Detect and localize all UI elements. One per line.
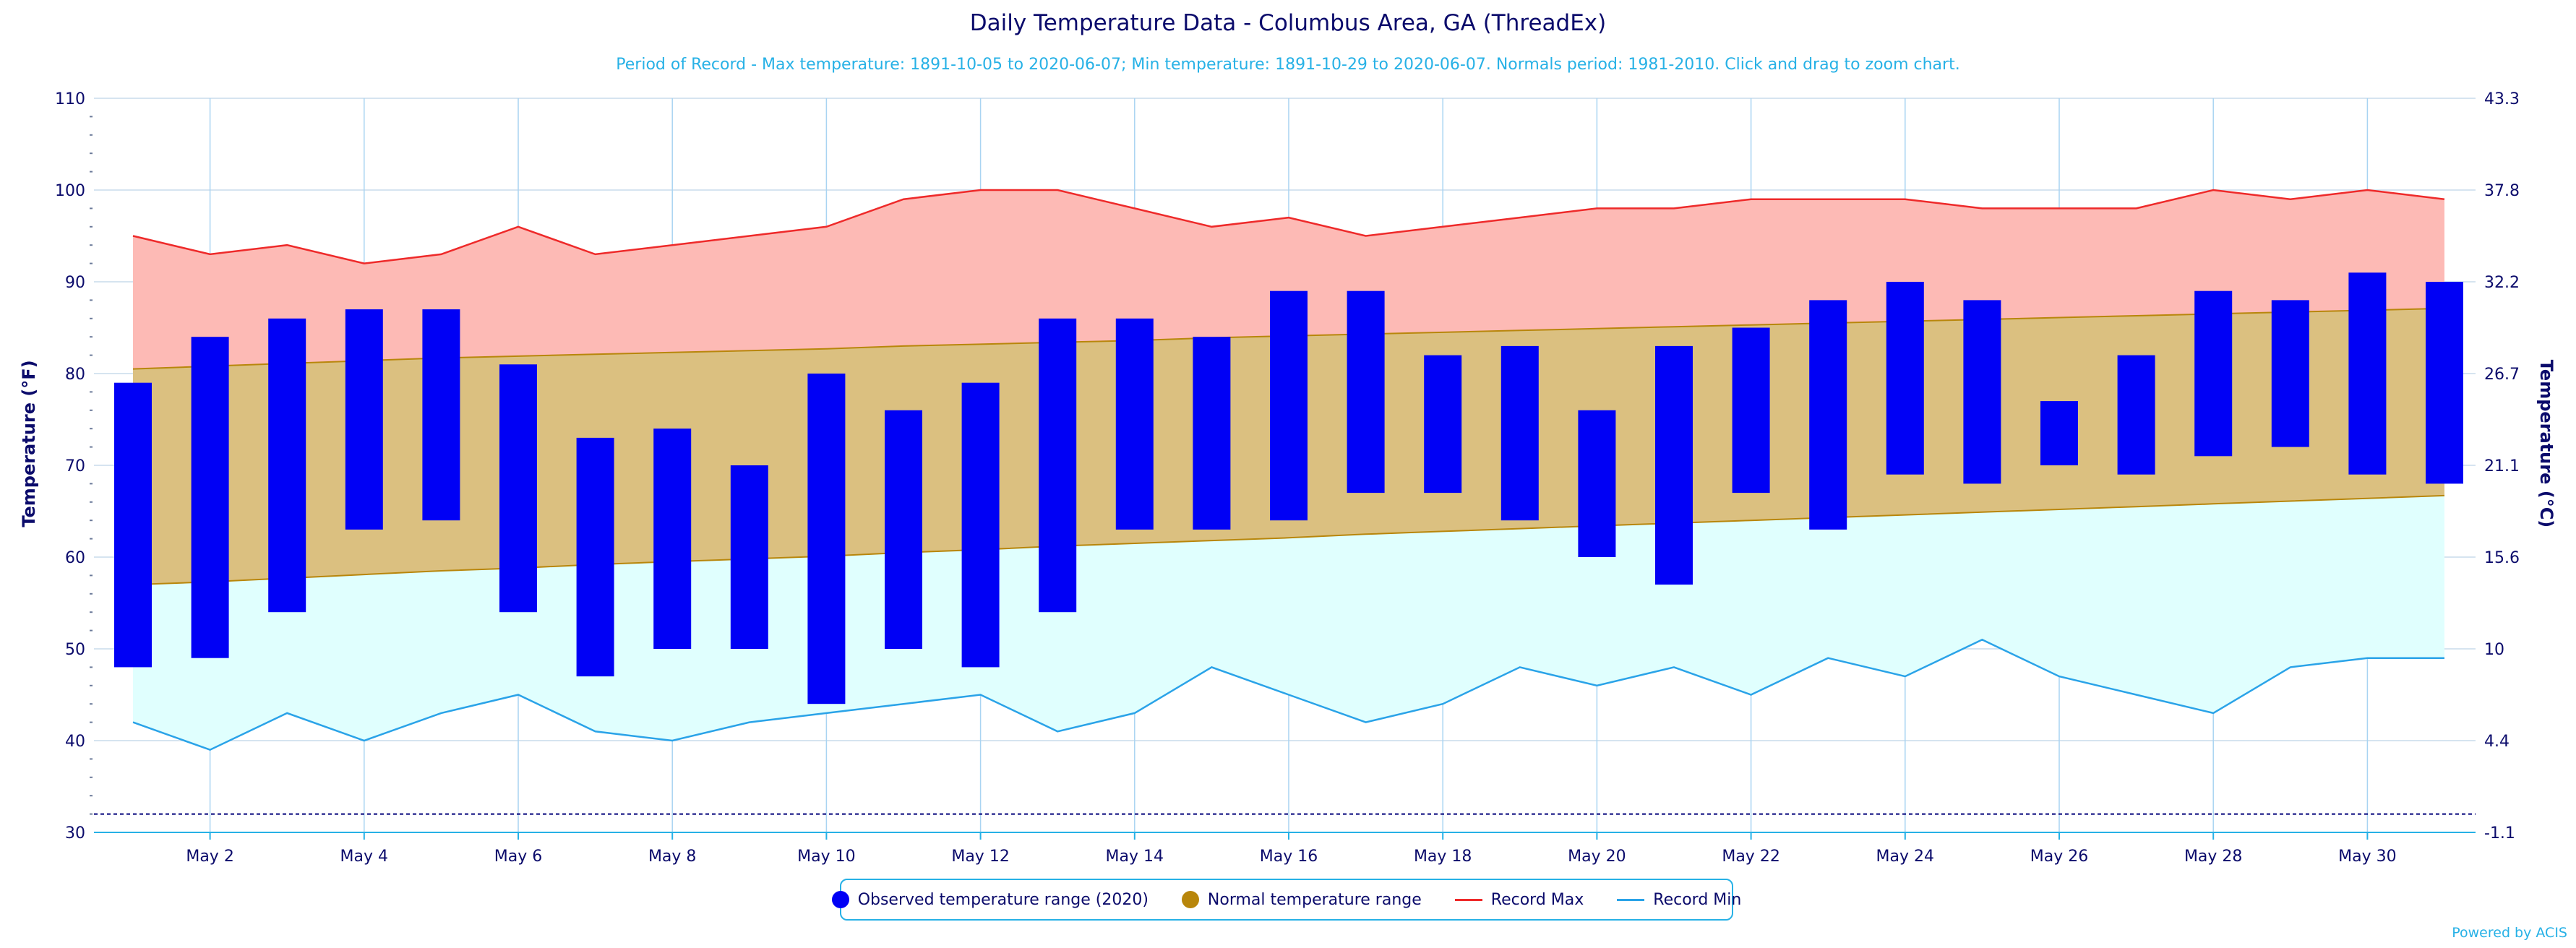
x-tick-label: May 30 [2338, 848, 2396, 866]
record-min-band [133, 495, 2444, 750]
observed-bar [730, 465, 768, 649]
observed-bar [885, 410, 922, 649]
axis-layer: 30 -1.1 40 4.4 50 10 60 15.6 70 21.1 80 26.7 90 32.2 1… [55, 90, 2520, 866]
observed-bar [2426, 282, 2463, 484]
record-max-band [133, 190, 2444, 369]
observed-bar [1270, 290, 1308, 521]
observed-bar [961, 382, 1000, 668]
observed-bar [1347, 290, 1385, 494]
observed-bar [2348, 272, 2387, 475]
x-tick-label: May 20 [1568, 848, 1626, 866]
y-tick-label-right: 32.2 [2484, 274, 2520, 292]
legend-label-record-min: Record Min [1653, 890, 1742, 909]
chart-title: Daily Temperature Data - Columbus Area, … [970, 10, 1606, 36]
credits-link[interactable]: Powered by ACIS [2452, 925, 2567, 941]
y-tick-label-right: 43.3 [2484, 90, 2520, 108]
y-tick-label: 40 [65, 733, 85, 751]
y-tick-label: 50 [65, 641, 85, 659]
x-tick-label: May 24 [1876, 848, 1934, 866]
x-tick-label: May 22 [1722, 848, 1779, 866]
y-tick-label: 70 [65, 457, 85, 475]
y-tick-label-right: 26.7 [2484, 366, 2520, 384]
legend-label-record-max: Record Max [1490, 890, 1584, 909]
y-axis-title-right: Temperature (°C) [2536, 360, 2556, 528]
record-min-line [132, 638, 2444, 751]
observed-bar [2117, 355, 2155, 475]
y-tick-label-right: -1.1 [2484, 824, 2515, 843]
record-min-swatch-icon [1617, 898, 1645, 901]
observed-bar [2040, 401, 2078, 465]
observed-bar [1886, 282, 1924, 475]
legend-item-observed[interactable]: Observed temperature range (2020) [831, 890, 1149, 909]
observed-bar [499, 364, 537, 613]
observed-bar [422, 309, 460, 521]
x-tick-label: May 6 [494, 848, 542, 866]
x-tick-label: May 12 [951, 848, 1009, 866]
observed-bar [268, 318, 306, 613]
x-tick-label: May 4 [340, 848, 388, 866]
observed-bar [1115, 318, 1154, 530]
y-tick-label: 110 [55, 90, 85, 108]
y-tick-label-right: 37.8 [2484, 182, 2520, 200]
observed-bar [345, 309, 383, 530]
observed-bar [1424, 355, 1462, 494]
observed-bar [2194, 290, 2233, 457]
observed-bar [1500, 345, 1539, 521]
y-tick-label: 60 [65, 549, 85, 567]
x-tick-label: May 16 [1260, 848, 1318, 866]
record-max-line [132, 189, 2445, 264]
record-max-swatch-icon [1454, 898, 1482, 901]
y-tick-label: 80 [65, 366, 85, 384]
observed-bar [1963, 300, 2001, 484]
observed-bar [807, 374, 846, 704]
x-tick-label: May 14 [1106, 848, 1164, 866]
legend-item-record-max[interactable]: Record Max [1454, 890, 1584, 909]
y-tick-label: 30 [65, 824, 85, 843]
x-tick-label: May 18 [1414, 848, 1472, 866]
legend-label-observed: Observed temperature range (2020) [857, 890, 1149, 909]
legend-item-normal[interactable]: Normal temperature range [1181, 890, 1422, 909]
y-tick-label-right: 4.4 [2484, 733, 2510, 751]
x-tick-label: May 28 [2184, 848, 2242, 866]
observed-bar [653, 428, 692, 649]
y-tick-label: 90 [65, 274, 85, 292]
observed-swatch-icon [831, 891, 849, 908]
x-tick-label: May 2 [186, 848, 233, 866]
observed-bar [1578, 410, 1616, 557]
x-tick-label: May 10 [797, 848, 855, 866]
observed-bar [1809, 300, 1847, 530]
y-axis-title-left: Temperature (°F) [19, 360, 39, 527]
chart-subtitle: Period of Record - Max temperature: 1891… [616, 56, 1959, 74]
y-tick-label-right: 15.6 [2484, 549, 2520, 567]
legend-label-normal: Normal temperature range [1207, 890, 1422, 909]
observed-bar [576, 437, 614, 677]
x-tick-label: May 8 [648, 848, 696, 866]
observed-bar [1039, 318, 1077, 613]
normal-swatch-icon [1181, 891, 1199, 908]
x-tick-label: May 26 [2030, 848, 2088, 866]
observed-bars [114, 272, 2463, 704]
chart-legend: Observed temperature range (2020) Normal… [831, 879, 1741, 921]
observed-bar [1655, 345, 1693, 585]
y-tick-label-right: 10 [2484, 641, 2504, 659]
legend-item-record-min[interactable]: Record Min [1617, 891, 1741, 909]
y-tick-label-right: 21.1 [2484, 457, 2520, 475]
observed-bar [191, 337, 229, 658]
observed-bar [114, 382, 152, 668]
observed-bar [1732, 327, 1770, 494]
y-tick-label: 100 [55, 182, 85, 200]
observed-bar [1193, 337, 1231, 530]
observed-bar [2271, 300, 2309, 447]
